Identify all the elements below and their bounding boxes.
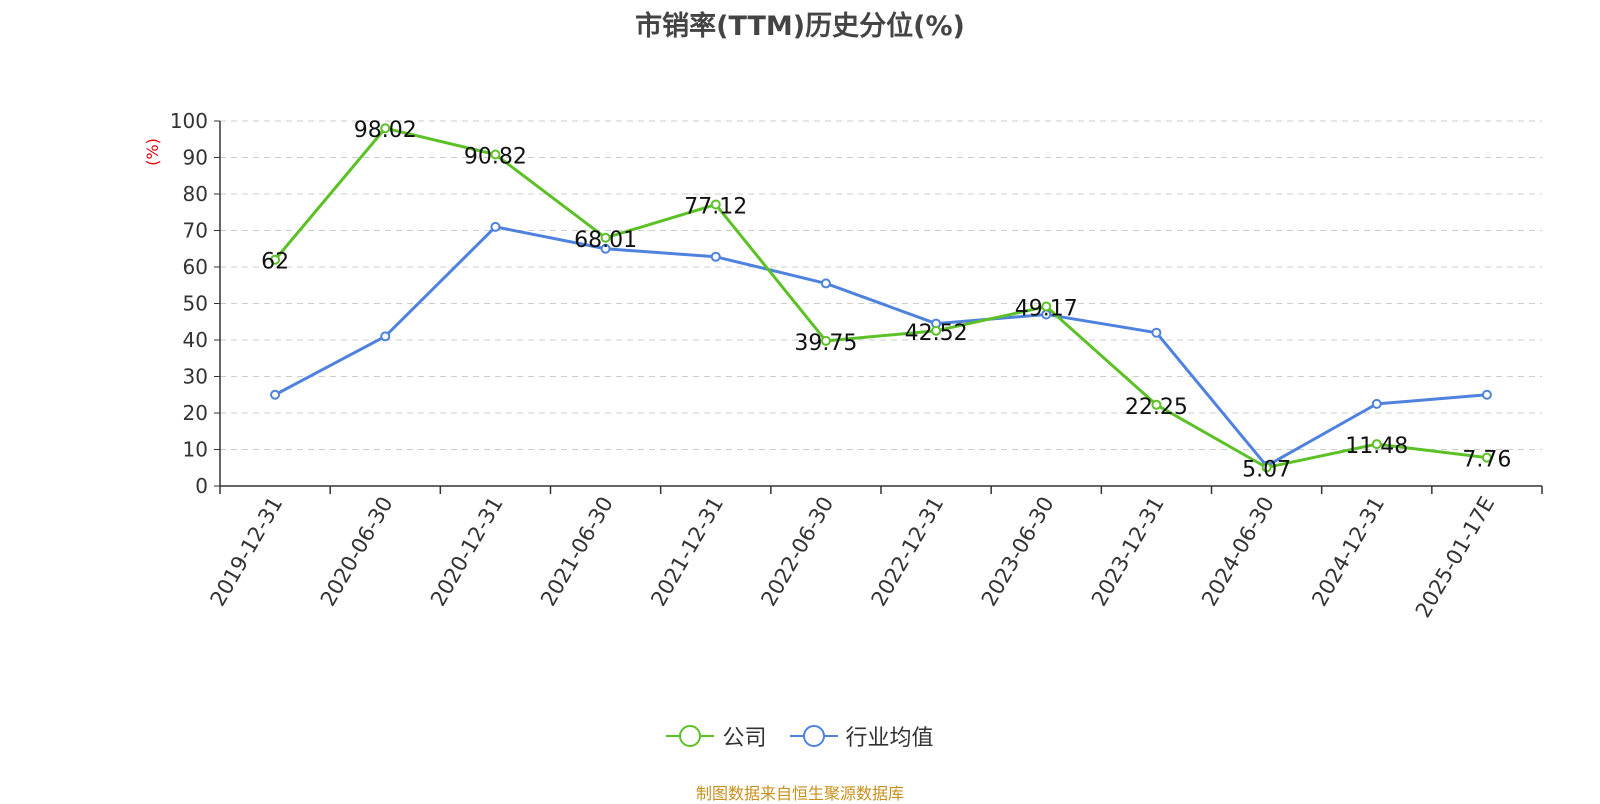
y-tick-label: 40 (183, 328, 208, 352)
series-line-industry (274, 225, 1488, 468)
x-tick-label: 2024-12-31 (1307, 493, 1389, 611)
data-label: 98.02 (354, 118, 417, 143)
x-tick-label: 2021-12-31 (646, 493, 728, 611)
series-line-company (273, 126, 1488, 469)
data-label: 49.17 (1015, 297, 1078, 322)
x-tick-label: 2020-12-31 (426, 492, 508, 610)
data-point-company[interactable] (1261, 462, 1272, 473)
data-point-industry[interactable] (1151, 327, 1162, 338)
legend-item-industry[interactable]: 行业均值 (789, 720, 934, 752)
data-point-company[interactable] (270, 254, 281, 265)
legend: 公司 行业均值 (0, 720, 1600, 754)
series-lines (270, 123, 1492, 473)
y-tick-label: 20 (183, 401, 208, 425)
y-tick-label: 10 (183, 438, 208, 462)
x-tick-label: 2025-01-17E (1411, 493, 1499, 622)
data-point-industry[interactable] (380, 331, 391, 342)
source-note: 制图数据来自恒生聚源数据库 (695, 784, 904, 803)
x-tick-label: 2019-12-31 (206, 493, 288, 611)
legend-item-company[interactable]: 公司 (666, 720, 767, 752)
data-label: 22.25 (1125, 395, 1188, 420)
legend-industry-marker (789, 725, 838, 747)
x-tick-label: 2021-06-30 (536, 493, 618, 611)
y-tick-label: 50 (183, 292, 208, 316)
data-label: 68.01 (574, 228, 637, 253)
data-point-company[interactable] (600, 232, 611, 243)
data-point-company[interactable] (1041, 301, 1052, 312)
y-tick-label: 60 (183, 255, 208, 279)
data-label: 39.75 (794, 331, 857, 356)
grid-lines (220, 120, 1542, 450)
x-tick-label: 2022-12-31 (867, 492, 949, 610)
data-point-company[interactable] (820, 335, 831, 346)
legend-label-industry: 行业均值 (845, 726, 934, 751)
legend-company-marker (666, 725, 715, 747)
data-label: 7.76 (1462, 448, 1511, 473)
axes: 0 10 20 30 40 50 60 70 80 90 100 2019-12-31 2020-06-… (170, 109, 1543, 622)
data-point-industry[interactable] (1481, 389, 1492, 400)
data-label: 77.12 (684, 195, 747, 220)
data-point-company[interactable] (931, 325, 942, 336)
y-tick-label: 0 (195, 474, 208, 498)
x-tick-label: 2023-06-30 (977, 493, 1059, 611)
data-point-company[interactable] (1481, 452, 1492, 463)
x-tick-label: 2023-12-31 (1087, 493, 1169, 611)
x-tick-label: 2022-06-30 (756, 493, 838, 611)
data-label: 42.52 (905, 321, 968, 346)
y-tick-label: 100 (170, 109, 208, 133)
data-point-industry[interactable] (600, 243, 611, 254)
data-label: 62 (261, 250, 289, 275)
data-point-industry[interactable] (270, 389, 281, 400)
y-tick-label: 80 (183, 182, 208, 206)
data-point-company[interactable] (1151, 399, 1162, 410)
y-tick-label: 30 (183, 365, 208, 389)
y-tick-label: 70 (183, 219, 208, 243)
legend-label-company: 公司 (722, 726, 767, 751)
y-axis-label: (%) (143, 138, 162, 166)
x-tick-label: 2020-06-30 (316, 493, 398, 611)
data-point-company[interactable] (710, 199, 721, 210)
data-labels: 62 98.02 90.82 68.01 77.12 39.75 42.52 49.17 22.… (261, 118, 1511, 482)
data-label: 11.48 (1345, 434, 1408, 459)
data-label: 90.82 (464, 145, 527, 170)
data-point-industry[interactable] (1371, 398, 1382, 409)
data-point-company[interactable] (380, 123, 391, 134)
x-tick-label: 2024-06-30 (1197, 493, 1279, 611)
data-point-industry[interactable] (820, 278, 831, 289)
data-point-company[interactable] (490, 149, 501, 160)
data-point-industry[interactable] (490, 221, 501, 232)
data-label: 5.07 (1242, 457, 1291, 482)
y-tick-label: 90 (183, 146, 208, 170)
data-point-industry[interactable] (710, 251, 721, 262)
chart-title: 市销率(TTM)历史分位(%) (635, 11, 965, 42)
data-point-company[interactable] (1371, 439, 1382, 450)
